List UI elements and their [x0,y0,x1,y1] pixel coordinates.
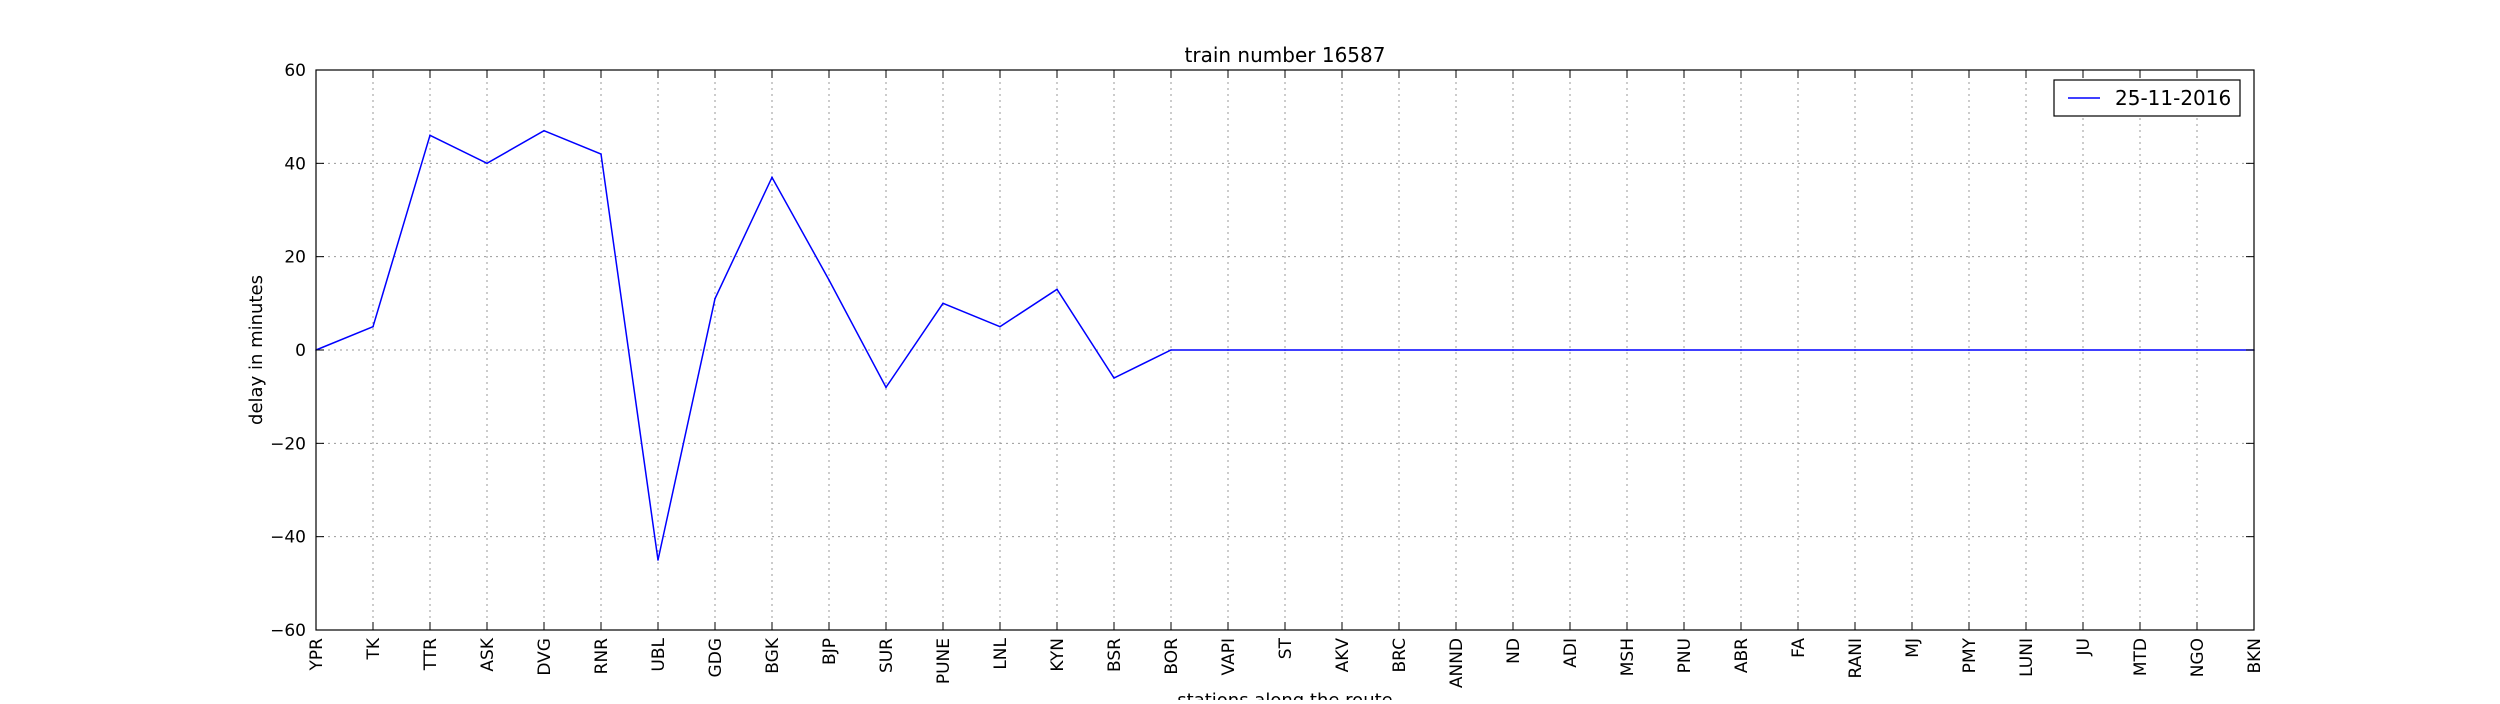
x-tick-label: TTR [421,638,441,671]
x-tick-label: BKN [2245,638,2265,674]
data-point [1512,349,1514,351]
data-point [1227,349,1229,351]
data-point [600,153,602,155]
x-tick-label: JU [2074,638,2094,656]
x-tick-label: BGK [763,637,783,674]
data-point [999,326,1001,328]
x-tick-label: VAPI [1219,638,1239,675]
x-tick-label: NGO [2188,638,2208,677]
x-tick-label: KYN [1048,638,1068,672]
data-point [657,559,659,561]
x-tick-label: RNR [592,638,612,675]
legend: 25-11-2016 [2054,80,2240,116]
x-tick-label: SUR [877,638,897,673]
data-point [1284,349,1286,351]
data-point [771,177,773,179]
x-tick-labels: YPR TK TTR ASK DVG RNR UBL GDG BGK BJP SUR PUNE LNL K… [307,637,2265,688]
x-tick-label: GDG [706,638,726,677]
y-tick-labels: −60 −40 −20 0 20 40 60 [270,61,306,641]
x-tick-label: BRC [1390,638,1410,673]
data-point [1455,349,1457,351]
data-point [2025,349,2027,351]
data-point [1341,349,1343,351]
data-point [1854,349,1856,351]
x-tick-label: ABR [1732,638,1752,673]
x-tick-label: ADI [1561,638,1581,668]
y-tick-label: 0 [295,341,306,361]
data-point [1740,349,1742,351]
x-tick-label: MJ [1903,638,1923,658]
chart-title: train number 16587 [1185,43,1386,67]
x-tick-label: DVG [535,638,555,676]
y-tick-label: 40 [284,154,306,174]
x-tick-label: TK [364,637,384,660]
data-point [714,298,716,300]
data-point [486,163,488,165]
x-tick-label: ST [1276,637,1296,659]
y-tick-label: −20 [270,434,306,454]
data-point [1911,349,1913,351]
data-point [372,326,374,328]
data-point [1398,349,1400,351]
x-tick-label: PUNE [934,638,954,684]
x-tick-label: LNL [991,637,1011,669]
legend-label: 25-11-2016 [2115,86,2231,110]
data-point [1683,349,1685,351]
data-point [1056,289,1058,291]
x-tick-label: YPR [307,638,327,672]
data-point [2196,349,2198,351]
x-tick-label: ASK [478,637,498,671]
data-point [1569,349,1571,351]
data-point [1113,377,1115,379]
x-tick-label: ANND [1447,638,1467,688]
data-point [1170,349,1172,351]
data-point [1626,349,1628,351]
x-tick-label: PMY [1960,637,1980,673]
y-tick-label: −40 [270,528,306,548]
y-tick-label: −60 [270,621,306,641]
y-tick-label: 60 [284,61,306,81]
x-tick-label: UBL [649,637,669,671]
data-point [885,387,887,389]
x-tick-label: LUNI [2017,638,2037,677]
x-tick-label: BJP [820,638,840,665]
x-tick-label: PNU [1675,638,1695,673]
y-axis-label: delay in minutes [246,275,267,425]
data-point [543,130,545,132]
data-point [942,303,944,305]
x-tick-label: BSR [1105,638,1125,672]
series-line [316,131,2254,560]
data-point [828,279,830,281]
data-point [1797,349,1799,351]
data-point [1968,349,1970,351]
data-point [429,135,431,137]
x-axis-label: stations along the route [1177,690,1392,700]
x-tick-label: MSH [1618,638,1638,676]
data-point [2139,349,2141,351]
x-tick-label: MTD [2131,638,2151,676]
x-tick-label: RANI [1846,638,1866,678]
y-tick-label: 20 [284,248,306,268]
data-point [2082,349,2084,351]
x-tick-label: BOR [1162,638,1182,675]
x-tick-label: FA [1789,638,1809,658]
x-tick-label: ND [1504,638,1524,664]
x-tick-label: AKV [1333,638,1353,673]
